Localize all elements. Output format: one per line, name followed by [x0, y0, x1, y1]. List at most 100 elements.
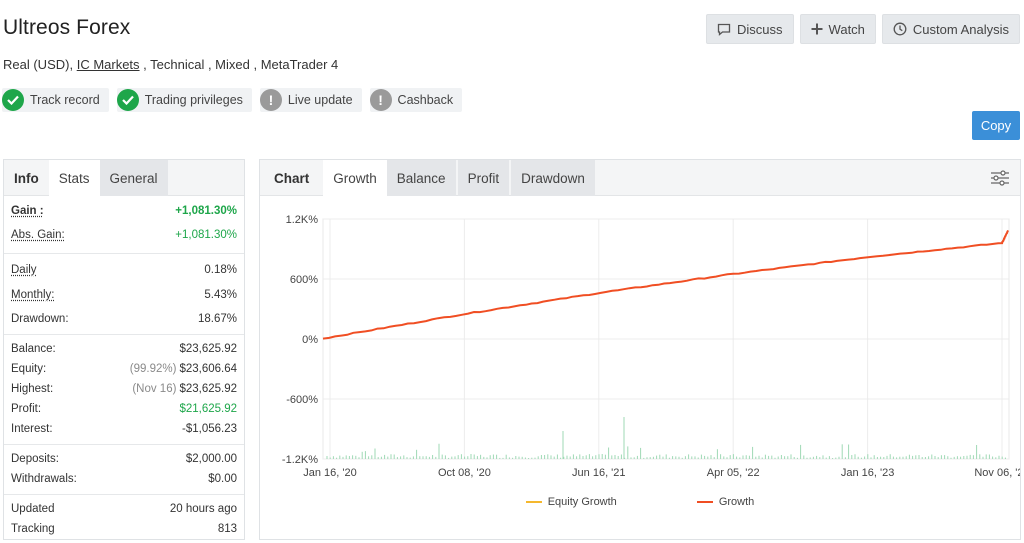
stat-value: 18.67%: [197, 313, 237, 325]
tab-general[interactable]: General: [99, 160, 168, 196]
stat-value: +1,081.30%: [175, 229, 237, 241]
legend-growth[interactable]: Growth: [696, 496, 754, 508]
tab-profit[interactable]: Profit: [457, 160, 510, 196]
tab-stats[interactable]: Stats: [48, 160, 100, 196]
watch-label: Watch: [828, 21, 865, 37]
legend-equity-growth[interactable]: Equity Growth: [525, 496, 617, 508]
exclamation-icon: !: [259, 89, 282, 111]
stat-value: +1,081.30%: [175, 205, 237, 217]
divider: [4, 253, 244, 254]
chart-panel: Chart Growth Balance Profit Drawdown 1.2…: [259, 159, 1021, 540]
growth-series-line: [322, 230, 1009, 340]
stat-value: 5.43%: [204, 289, 237, 301]
stat-label[interactable]: Daily: [11, 264, 37, 276]
x-tick-label: Nov 06, '23: [974, 467, 1020, 479]
stat-label: Interest:: [11, 423, 53, 435]
tab-growth[interactable]: Growth: [323, 160, 387, 196]
stat-abs-gain: Abs. Gain: +1,081.30%: [11, 226, 237, 244]
y-tick-label: 0%: [302, 334, 318, 346]
y-tick-label: -600%: [286, 394, 318, 406]
stat-label: Equity:: [11, 363, 47, 375]
stat-amount: $23,606.64: [179, 363, 237, 375]
growth-chart: 1.2K% 600% 0% -600% -1.2K%Jan 16, '20 Oct 08,…: [282, 214, 1020, 479]
badge-track-record[interactable]: Track record: [2, 88, 109, 112]
stat-highest: Highest: (Nov 16) $23,625.92: [11, 380, 237, 398]
stats-tabs: Info Stats General: [4, 160, 244, 196]
account-tags: , Technical , Mixed , MetaTrader 4: [139, 57, 339, 72]
tab-drawdown[interactable]: Drawdown: [511, 160, 595, 196]
stat-drawdown: Drawdown: 18.67%: [11, 310, 237, 328]
comment-icon: [717, 23, 731, 36]
custom-analysis-button[interactable]: Custom Analysis: [881, 14, 1020, 44]
account-subtitle: Real (USD), IC Markets , Technical , Mix…: [3, 57, 338, 72]
stat-value: 813: [217, 523, 237, 535]
legend-growth-marker: [696, 501, 713, 503]
stat-amount: $23,625.92: [179, 383, 237, 395]
discuss-button[interactable]: Discuss: [706, 14, 794, 44]
stat-note: (Nov 16): [132, 383, 177, 395]
top-actions: Discuss Watch Custom Analysis: [706, 14, 1020, 44]
legend-label: Equity Growth: [547, 496, 617, 508]
badge-trading-privileges[interactable]: Trading privileges: [116, 88, 252, 112]
divider: [4, 444, 244, 445]
account-type: Real (USD),: [3, 57, 74, 72]
stat-updated: Updated 20 hours ago: [11, 500, 237, 518]
stat-label: Withdrawals:: [11, 473, 77, 485]
stat-value: -$1,056.23: [182, 423, 237, 435]
tab-info[interactable]: Info: [14, 170, 39, 186]
x-tick-label: Jun 16, '21: [572, 467, 625, 479]
watch-button[interactable]: Watch: [799, 14, 876, 44]
stat-label: Updated: [11, 503, 55, 515]
stats-panel: Info Stats General Gain : +1,081.30% Abs…: [3, 159, 245, 540]
check-icon: [116, 89, 139, 111]
chart-settings-icon[interactable]: [990, 168, 1010, 193]
stat-daily: Daily 0.18%: [11, 261, 237, 279]
stat-value: $2,000.00: [185, 453, 237, 465]
stat-label: Drawdown:: [11, 313, 69, 325]
chart-legend: Equity Growth Growth: [260, 496, 1020, 508]
divider: [4, 494, 244, 495]
page-title: Ultreos Forex: [3, 16, 131, 39]
check-icon: [2, 89, 24, 111]
stat-tracking: Tracking 813: [11, 520, 237, 538]
badge-label: Track record: [30, 93, 100, 107]
y-tick-label: 600%: [290, 274, 318, 286]
x-tick-label: Oct 08, '20: [438, 467, 491, 479]
tab-balance[interactable]: Balance: [386, 160, 456, 196]
stat-label: Tracking: [11, 523, 55, 535]
x-tick-label: Jan 16, '23: [841, 467, 894, 479]
exclamation-icon: !: [369, 89, 392, 111]
y-tick-label: -1.2K%: [282, 454, 318, 466]
broker-link[interactable]: IC Markets: [76, 57, 140, 72]
clock-icon: [893, 22, 907, 36]
badge-cashback[interactable]: ! Cashback: [369, 88, 463, 112]
tab-chart[interactable]: Chart: [274, 170, 310, 186]
stat-label[interactable]: Abs. Gain:: [11, 229, 65, 241]
stat-value: $23,625.92: [179, 343, 237, 355]
stat-deposits: Deposits: $2,000.00: [11, 450, 237, 468]
stat-withdrawals: Withdrawals: $0.00: [11, 470, 237, 488]
divider: [4, 334, 244, 335]
x-tick-label: Jan 16, '20: [303, 467, 356, 479]
legend-equity-marker: [525, 501, 542, 503]
plus-icon: [811, 23, 823, 35]
stat-label: Highest:: [11, 383, 54, 395]
stat-label: Deposits:: [11, 453, 59, 465]
stat-value: 0.18%: [204, 264, 237, 276]
stat-value: 20 hours ago: [169, 503, 237, 515]
copy-button[interactable]: Copy: [972, 111, 1020, 140]
x-tick-label: Apr 05, '22: [707, 467, 760, 479]
badge-live-update[interactable]: ! Live update: [259, 88, 362, 112]
stat-interest: Interest: -$1,056.23: [11, 420, 237, 438]
stat-value: $0.00: [208, 473, 237, 485]
verification-badges: Track record Trading privileges ! Live u…: [2, 88, 463, 112]
custom-analysis-label: Custom Analysis: [912, 21, 1009, 37]
stat-equity: Equity: (99.92%) $23,606.64: [11, 360, 237, 378]
stat-value: $21,625.92: [179, 403, 237, 415]
badge-label: Trading privileges: [144, 93, 243, 107]
badge-label: Live update: [287, 93, 353, 107]
stat-label[interactable]: Gain :: [11, 205, 44, 217]
badge-label: Cashback: [397, 93, 454, 107]
stat-label[interactable]: Monthly:: [11, 289, 55, 301]
stat-value: (Nov 16) $23,625.92: [132, 383, 237, 395]
